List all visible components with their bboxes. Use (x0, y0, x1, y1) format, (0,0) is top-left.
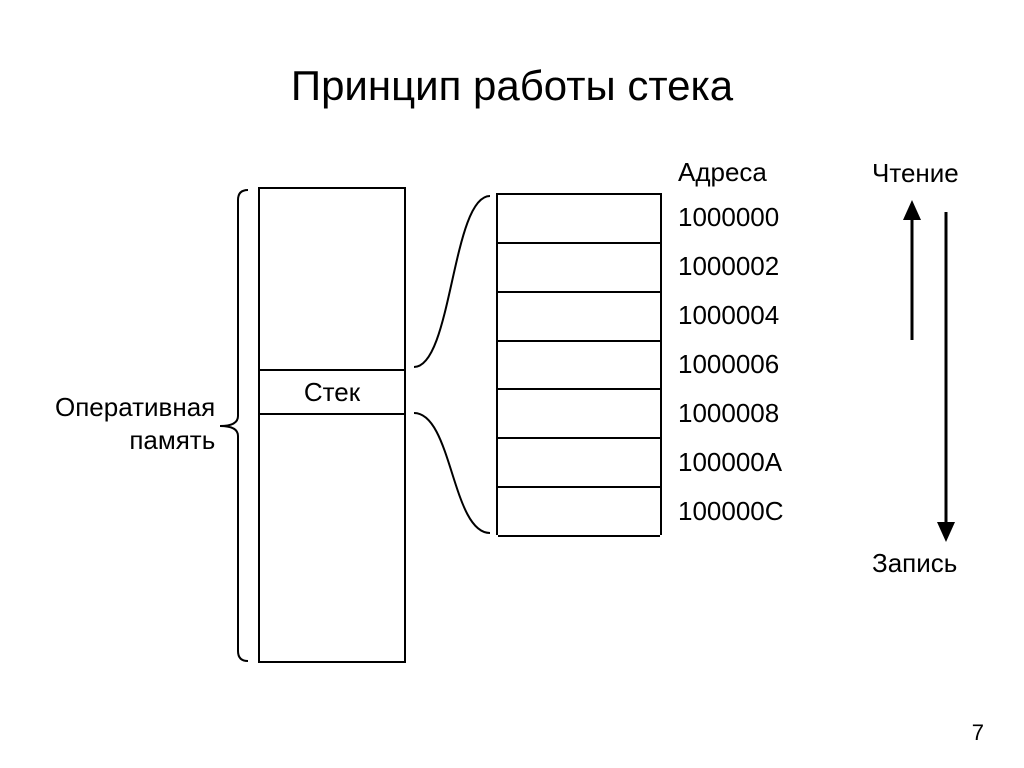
memory-label-line1: Оперативная (55, 392, 215, 422)
stack-cell (498, 390, 660, 439)
read-arrow-head (903, 200, 921, 220)
stack-cell (498, 195, 660, 244)
stack-band: Стек (258, 369, 406, 415)
slide-title: Принцип работы стека (0, 62, 1024, 110)
right-brace-bottom (414, 413, 490, 533)
stack-detail-column (496, 193, 662, 535)
page-number: 7 (972, 720, 984, 746)
read-label: Чтение (872, 157, 959, 190)
stack-cell (498, 342, 660, 391)
stack-cell (498, 439, 660, 488)
address-label: 100000A (678, 447, 782, 478)
memory-label-line2: память (129, 425, 215, 455)
stack-cell (498, 488, 660, 537)
stack-cell (498, 244, 660, 293)
left-curly-brace (220, 190, 248, 661)
address-label: 1000008 (678, 398, 779, 429)
address-label: 1000006 (678, 349, 779, 380)
memory-column: Стек (258, 187, 406, 663)
stack-band-label: Стек (304, 377, 360, 407)
write-label: Запись (872, 547, 957, 580)
addresses-header: Адреса (678, 157, 767, 188)
stack-cell (498, 293, 660, 342)
right-brace-top (414, 196, 490, 367)
address-label: 1000004 (678, 300, 779, 331)
memory-label: Оперативная память (55, 391, 215, 456)
address-label: 100000C (678, 496, 784, 527)
slide: { "title": "Принцип работы стека", "page… (0, 0, 1024, 768)
address-label: 1000000 (678, 202, 779, 233)
write-arrow-head (937, 522, 955, 542)
address-label: 1000002 (678, 251, 779, 282)
